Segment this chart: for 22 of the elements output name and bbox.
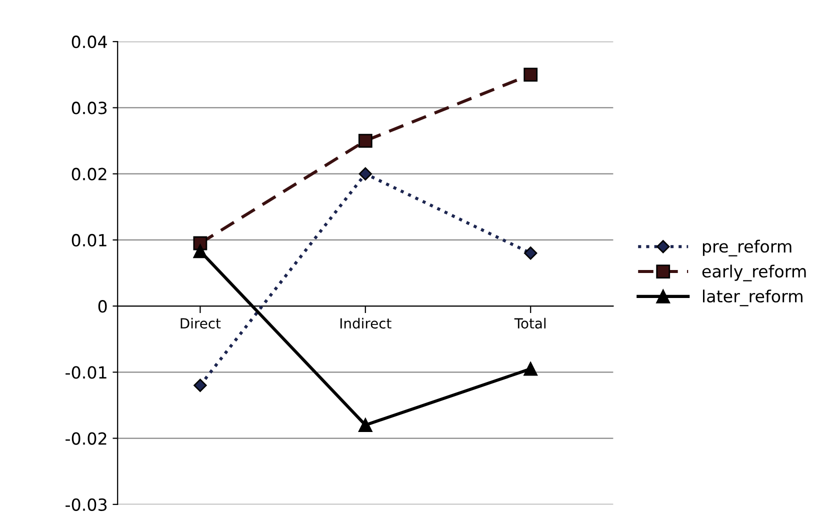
- legend-label: later_reform: [703, 290, 802, 306]
- y-tick-label: -0.02: [66, 432, 106, 445]
- x-tick-label: Direct: [180, 318, 221, 329]
- y-tick-label: 0: [98, 300, 107, 313]
- point: [524, 68, 538, 82]
- point: [194, 378, 207, 392]
- point: [358, 418, 372, 432]
- point: [193, 244, 208, 258]
- x-tick-label: Total: [514, 318, 546, 329]
- x-tick-label: Indirect: [340, 318, 392, 329]
- point: [358, 167, 372, 180]
- point: [524, 246, 538, 260]
- y-tick-label: 0.04: [72, 36, 107, 48]
- y-tick-label: -0.01: [66, 366, 106, 379]
- point: [358, 134, 372, 148]
- legend-label: pre_reform: [702, 240, 792, 256]
- y-tick-label: -0.03: [66, 498, 107, 511]
- y-tick-label: 0.02: [72, 168, 106, 180]
- y-tick-label: 0.01: [72, 234, 106, 247]
- point: [524, 362, 538, 376]
- y-tick-label: 0.03: [72, 102, 107, 114]
- legend-label: early_reform: [702, 264, 806, 282]
